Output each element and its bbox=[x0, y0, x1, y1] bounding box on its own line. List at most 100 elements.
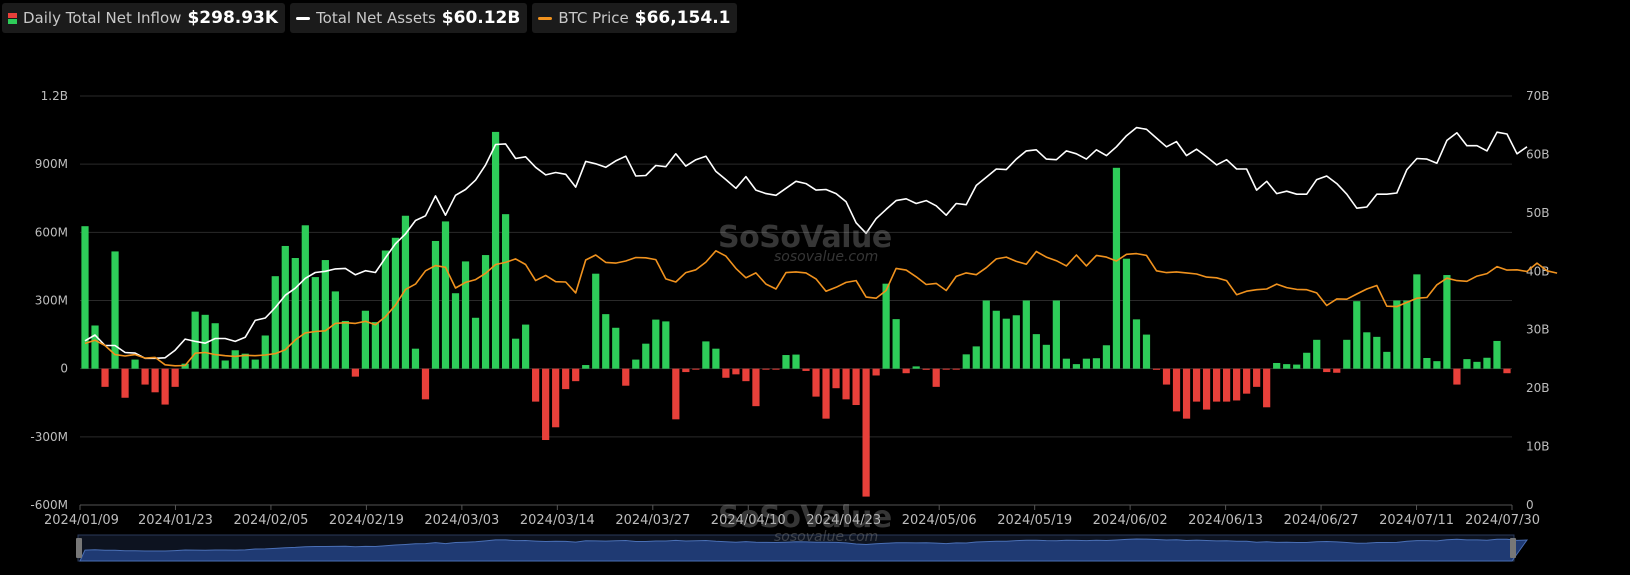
inflow-bar-negative bbox=[752, 368, 760, 407]
inflow-bar-positive bbox=[1373, 336, 1381, 369]
inflow-bar-negative bbox=[421, 368, 430, 400]
inflow-bar-positive bbox=[1463, 359, 1471, 369]
inflow-bar-positive bbox=[1082, 358, 1091, 369]
inflow-bar-positive bbox=[1052, 300, 1060, 369]
y-left-tick-label: 900M bbox=[35, 157, 68, 171]
inflow-bar-positive bbox=[1293, 364, 1301, 369]
inflow-bar-positive bbox=[992, 310, 1000, 369]
inflow-bar-negative bbox=[351, 368, 359, 377]
inflow-bar-positive bbox=[241, 353, 249, 369]
x-tick-label: 2024/03/14 bbox=[520, 513, 595, 528]
inflow-bar-positive bbox=[491, 131, 500, 369]
x-tick-label: 2024/06/02 bbox=[1093, 513, 1168, 528]
chart-legend: Daily Total Net Inflow $298.93K Total Ne… bbox=[2, 3, 738, 33]
inflow-bar-positive bbox=[1413, 274, 1421, 369]
inflow-bar-negative bbox=[1202, 368, 1211, 410]
y-right-tick-label: 20B bbox=[1526, 381, 1550, 395]
inflow-bar-positive bbox=[1122, 258, 1131, 369]
inflow-bar-positive bbox=[1012, 315, 1020, 369]
inflow-bar-positive bbox=[1433, 361, 1441, 369]
inflow-bar-negative bbox=[812, 368, 820, 397]
inflow-bar-positive bbox=[411, 348, 420, 369]
inflow-bar-positive bbox=[1092, 358, 1101, 369]
inflow-bar-positive bbox=[381, 250, 390, 369]
inflow-bar-positive bbox=[1473, 361, 1481, 369]
inflow-bar-negative bbox=[1212, 368, 1221, 402]
inflow-bar-negative bbox=[802, 368, 810, 371]
legend-item-daily-net-inflow[interactable]: Daily Total Net Inflow $298.93K bbox=[2, 3, 286, 33]
inflow-bar-negative bbox=[742, 368, 750, 382]
inflow-bar-negative bbox=[872, 368, 880, 376]
inflow-bar-negative bbox=[682, 368, 690, 373]
inflow-bar-negative bbox=[1503, 368, 1511, 374]
inflow-bar-positive bbox=[792, 354, 800, 369]
y-left-tick-label: -600M bbox=[30, 498, 68, 512]
legend-value: $66,154.1 bbox=[634, 8, 731, 28]
inflow-bar-positive bbox=[1062, 358, 1070, 369]
inflow-bar-positive bbox=[91, 325, 99, 369]
inflow-bar-positive bbox=[712, 348, 720, 369]
inflow-bar-negative bbox=[171, 368, 179, 387]
navigator-right-handle[interactable] bbox=[1510, 538, 1516, 558]
inflow-bar-negative bbox=[1453, 368, 1461, 385]
inflow-bar-positive bbox=[401, 215, 410, 369]
x-tick-label: 2024/03/03 bbox=[424, 513, 499, 528]
inflow-bar-negative bbox=[562, 368, 570, 390]
inflow-bar-positive bbox=[301, 225, 309, 369]
legend-item-btc-price[interactable]: BTC Price $66,154.1 bbox=[532, 3, 738, 33]
inflow-bar-negative bbox=[942, 368, 950, 370]
x-tick-label: 2024/05/19 bbox=[997, 513, 1072, 528]
inflow-bar-negative bbox=[862, 368, 870, 497]
inflow-bar-negative bbox=[732, 368, 740, 375]
y-right-tick-label: 0 bbox=[1526, 498, 1534, 512]
inflow-bar-positive bbox=[1393, 300, 1401, 369]
inflow-bar-positive bbox=[1273, 362, 1281, 369]
inflow-bar-positive bbox=[1032, 334, 1040, 369]
inflow-bar-positive bbox=[592, 273, 600, 369]
legend-label: Total Net Assets bbox=[316, 9, 436, 27]
inflow-bar-positive bbox=[1072, 364, 1080, 369]
inflow-bar-negative bbox=[151, 368, 159, 393]
inflow-bar-positive bbox=[1303, 352, 1311, 369]
inflow-bar-negative bbox=[141, 368, 149, 385]
inflow-bar-negative bbox=[1243, 368, 1251, 394]
inflow-bar-positive bbox=[912, 366, 920, 369]
inflow-bar-negative bbox=[552, 368, 560, 428]
x-tick-label: 2024/03/27 bbox=[615, 513, 690, 528]
inflow-bar-positive bbox=[441, 221, 450, 369]
inflow-bar-positive bbox=[972, 346, 980, 369]
inflow-bar-positive bbox=[251, 359, 259, 369]
inflow-bar-negative bbox=[832, 368, 840, 389]
y-right-tick-label: 30B bbox=[1526, 323, 1550, 337]
x-tick-label: 2024/06/27 bbox=[1284, 513, 1359, 528]
navigator-left-handle[interactable] bbox=[76, 538, 82, 558]
inflow-bar-negative bbox=[101, 368, 109, 387]
inflow-bar-positive bbox=[81, 226, 89, 369]
inflow-bar-negative bbox=[542, 368, 550, 441]
x-tick-label: 2024/06/13 bbox=[1188, 513, 1263, 528]
x-tick-label: 2024/05/06 bbox=[902, 513, 977, 528]
total-net-assets-line bbox=[84, 126, 1528, 360]
inflow-bar-negative bbox=[1233, 368, 1241, 401]
inflow-bar-positive bbox=[261, 335, 269, 369]
inflow-bar-positive bbox=[662, 321, 670, 369]
inflow-bar-positive bbox=[201, 314, 209, 369]
legend-item-total-net-assets[interactable]: Total Net Assets $60.12B bbox=[290, 3, 528, 33]
inflow-bar-positive bbox=[1483, 357, 1491, 369]
inflow-bar-negative bbox=[772, 368, 780, 370]
navigator-area bbox=[79, 538, 1529, 562]
inflow-bar-negative bbox=[1253, 368, 1261, 387]
inflow-bar-positive bbox=[271, 276, 279, 369]
inflow-bar-positive bbox=[131, 359, 139, 369]
inflow-bar-positive bbox=[1002, 318, 1010, 369]
x-tick-label: 2024/04/10 bbox=[711, 513, 786, 528]
inflow-bar-positive bbox=[1102, 345, 1111, 369]
inflow-bar-positive bbox=[221, 360, 229, 369]
inflow-bar-positive bbox=[211, 323, 219, 369]
inflow-bar-negative bbox=[922, 368, 930, 370]
y-left-tick-label: 1.2B bbox=[41, 89, 68, 103]
y-right-tick-label: 70B bbox=[1526, 89, 1550, 103]
x-tick-label: 2024/01/09 bbox=[44, 513, 119, 528]
x-tick-label: 2024/07/30 bbox=[1465, 513, 1540, 528]
